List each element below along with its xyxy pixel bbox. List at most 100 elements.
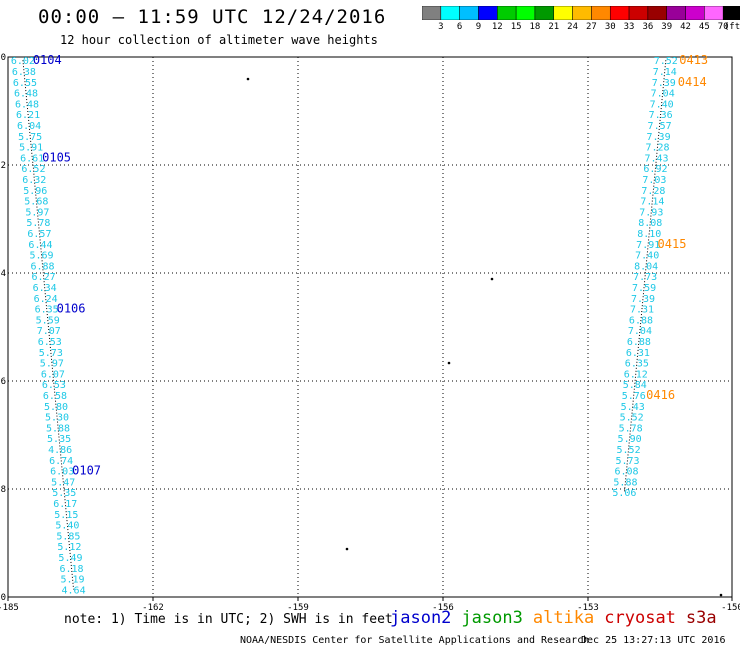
wave-height-label: 6.03 — [50, 467, 74, 478]
island-speck — [719, 593, 723, 597]
wave-height-label: 6.55 — [13, 78, 37, 89]
wave-height-label: 6.02 — [11, 56, 35, 67]
wave-height-label: 5.85 — [56, 531, 80, 542]
y-tick-label: -10 — [0, 593, 6, 603]
wave-height-label: 5.88 — [613, 477, 637, 488]
wave-height-label: 8.08 — [638, 218, 662, 229]
wave-height-label: 5.69 — [29, 251, 53, 262]
color-swatch — [722, 6, 740, 20]
color-scale-tick: 45 — [698, 22, 710, 32]
wave-height-label: 5.96 — [23, 186, 47, 197]
wave-height-label: 6.31 — [626, 348, 650, 359]
wave-height-label: 6.61 — [20, 153, 44, 164]
wave-height-label: 7.39 — [652, 78, 676, 89]
wave-height-label: 5.73 — [39, 348, 63, 359]
wave-height-label: 7.39 — [631, 294, 655, 305]
y-tick-label: -6 — [0, 377, 6, 387]
pass-time-label: 0415 — [658, 237, 687, 251]
wave-height-label: 7.28 — [641, 186, 665, 197]
map-subtitle: 12 hour collection of altimeter wave hei… — [60, 33, 378, 47]
wave-height-label: 5.06 — [612, 488, 636, 499]
wave-height-label: 6.52 — [21, 164, 45, 175]
color-scale-tick: 42 — [680, 22, 691, 32]
wave-height-label: 6.08 — [614, 467, 638, 478]
wave-height-label: 4.64 — [62, 585, 86, 596]
wave-height-label: 7.91 — [636, 240, 660, 251]
wave-height-label: 5.15 — [54, 510, 78, 521]
ground-track-line — [623, 60, 667, 493]
map-title: 00:00 – 11:59 UTC 12/24/2016 — [38, 6, 387, 28]
pass-time-label: 0413 — [679, 53, 708, 67]
wave-height-label: 6.88 — [627, 337, 651, 348]
wave-height-label: 7.52 — [654, 56, 678, 67]
color-scale-tick: 33 — [623, 22, 635, 32]
wave-height-label: 6.21 — [16, 110, 40, 121]
wave-height-label: 6.04 — [17, 121, 41, 132]
wave-height-label: 5.59 — [36, 315, 60, 326]
pass-time-label: 0106 — [57, 302, 86, 316]
wave-height-label: 7.36 — [649, 110, 673, 121]
wave-height-label: 5.68 — [24, 197, 48, 208]
color-scale-tick: 6 — [456, 22, 463, 32]
wave-height-label: 7.14 — [653, 67, 677, 78]
color-scale-tick: 21 — [548, 22, 560, 32]
color-scale-tick: 3 — [438, 22, 444, 32]
wave-height-label: 6.27 — [32, 272, 56, 283]
wave-height-label: 5.52 — [617, 445, 641, 456]
wave-height-label: 7.57 — [648, 121, 672, 132]
wave-height-label: 6.12 — [624, 369, 648, 380]
satellite-legend-item: jason2 — [390, 608, 452, 628]
map-frame — [7, 56, 733, 598]
wave-height-label: 6.07 — [41, 369, 65, 380]
pass-time-label: 0416 — [646, 388, 675, 402]
wave-height-label: 7.31 — [630, 305, 654, 316]
wave-height-label: 6.48 — [15, 99, 39, 110]
island-speck — [490, 277, 494, 281]
wave-height-label: 5.75 — [18, 132, 42, 143]
wave-height-label: 7.04 — [651, 89, 675, 100]
wave-height-label: 5.19 — [60, 575, 84, 586]
color-scale-tick: 24 — [567, 22, 578, 32]
pass-time-label: 0104 — [33, 53, 62, 67]
island-speck — [447, 361, 451, 365]
wave-height-label: 7.73 — [633, 272, 657, 283]
wave-height-label: 6.18 — [59, 564, 83, 575]
wave-height-label: 7.93 — [639, 207, 663, 218]
wave-height-label: 8.04 — [634, 261, 658, 272]
wave-height-label: 5.35 — [47, 434, 71, 445]
credit-line: NOAA/NESDIS Center for Satellite Applica… — [240, 635, 590, 646]
y-tick-label: 0 — [1, 53, 6, 63]
color-scale-tick: 18 — [529, 22, 541, 32]
wave-height-label: 6.44 — [28, 240, 52, 251]
wave-height-label: 7.28 — [645, 143, 669, 154]
y-tick-label: -8 — [0, 485, 6, 495]
color-scale-tick: 39 — [661, 22, 673, 32]
wave-height-label: 5.47 — [51, 477, 75, 488]
wave-height-label: 6.74 — [49, 456, 73, 467]
wave-height-label: 5.52 — [620, 413, 644, 424]
wave-height-label: 7.59 — [632, 283, 656, 294]
satellite-legend-item: s3a — [685, 608, 717, 628]
wave-height-label: 5.78 — [619, 423, 643, 434]
pass-time-label: 0107 — [72, 464, 101, 478]
x-tick-label: -153 — [577, 603, 599, 613]
wave-height-label: 5.91 — [19, 143, 43, 154]
island-speck — [246, 77, 250, 81]
x-tick-label: -150 — [721, 603, 740, 613]
y-tick-label: -2 — [0, 161, 6, 171]
wave-height-label: 6.35 — [35, 305, 59, 316]
color-scale-tick: 15 — [510, 22, 522, 32]
wave-height-label: 6.32 — [22, 175, 46, 186]
color-scale-tick: 70 — [717, 22, 729, 32]
color-scale-tick: 30 — [604, 22, 616, 32]
wave-height-label: 6.88 — [629, 315, 653, 326]
wave-height-label: 5.40 — [55, 521, 79, 532]
wave-height-label: 5.49 — [58, 553, 82, 564]
y-tick-label: -4 — [0, 269, 6, 279]
wave-height-label: 6.53 — [38, 337, 62, 348]
pass-time-label: 0414 — [678, 75, 707, 89]
wave-height-label: 5.76 — [622, 391, 646, 402]
wave-height-label: 5.43 — [621, 402, 645, 413]
